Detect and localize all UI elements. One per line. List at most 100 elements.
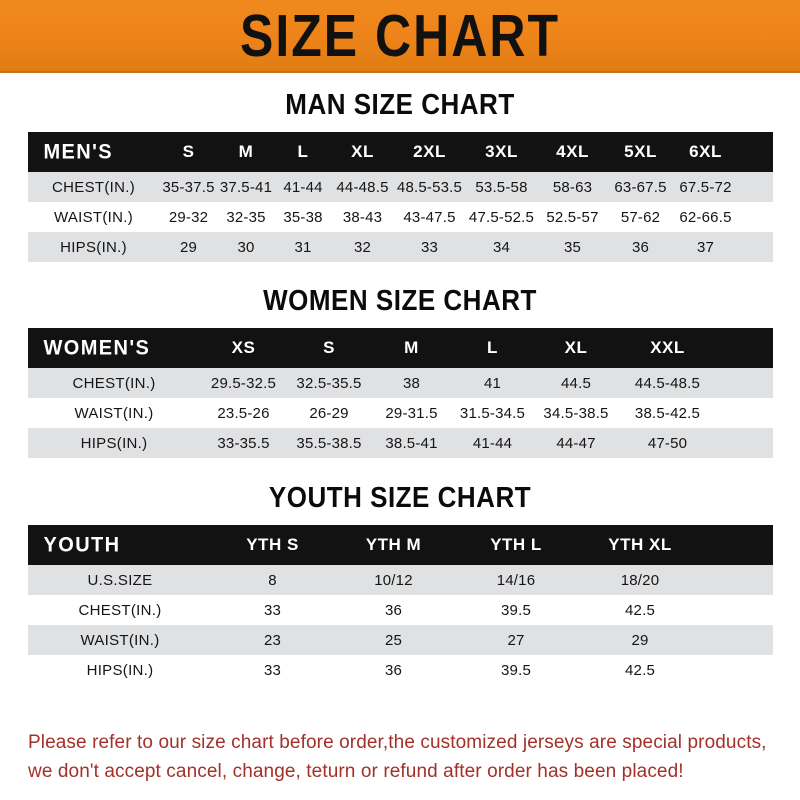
table-row: CHEST(IN.) 35-37.5 37.5-41 41-44 44-48.5 48.5… xyxy=(27,172,773,202)
table-row: CHEST(IN.) 33 36 39.5 42.5 xyxy=(27,595,773,625)
column-header-men-8: 6XL xyxy=(689,142,722,161)
cell-men-0-0: 35-37.5 xyxy=(162,178,215,196)
row-filler-men-0 xyxy=(738,172,773,202)
row-label-men-0: CHEST(IN.) xyxy=(52,178,135,196)
size-table-youth: YOUTH YTH S YTH M YTH L YTH XL U.S.SIZE 8 10/12… xyxy=(27,525,773,685)
cell-men-0-2: 41-44 xyxy=(283,178,323,196)
page-banner: SIZE CHART xyxy=(0,0,800,73)
cell-women-0-2: 38 xyxy=(402,374,421,392)
row-label-men-2: HIPS(IN.) xyxy=(60,238,127,256)
column-header-youth-1: YTH M xyxy=(365,535,422,554)
table-corner-label-women: WOMEN'S xyxy=(43,335,151,360)
row-label-women-1: WAIST(IN.) xyxy=(74,404,154,422)
table-header-row-men: MEN'S S M L XL 2XL 3XL 4XL 5XL 6XL xyxy=(27,132,773,172)
cell-men-0-7: 63-67.5 xyxy=(614,178,667,196)
column-header-women-4: XL xyxy=(564,338,588,357)
table-row: HIPS(IN.) 29 30 31 32 33 34 35 36 37 xyxy=(27,232,773,262)
cell-women-1-4: 34.5-38.5 xyxy=(543,404,609,422)
row-label-youth-1: CHEST(IN.) xyxy=(78,601,162,619)
row-label-women-0: CHEST(IN.) xyxy=(72,374,156,392)
cell-women-0-5: 44.5-48.5 xyxy=(634,374,701,392)
table-row: HIPS(IN.) 33 36 39.5 42.5 xyxy=(27,655,773,685)
cell-men-1-6: 52.5-57 xyxy=(546,208,599,226)
page-title: SIZE CHART xyxy=(240,2,560,69)
cell-youth-1-1: 36 xyxy=(384,601,403,619)
size-table-youth-body: YOUTH YTH S YTH M YTH L YTH XL U.S.SIZE 8 10/12… xyxy=(27,525,773,685)
cell-men-1-8: 62-66.5 xyxy=(679,208,732,226)
column-header-men-5: 3XL xyxy=(485,142,518,161)
cell-youth-2-2: 27 xyxy=(507,631,525,649)
cell-women-1-2: 29-31.5 xyxy=(385,404,438,422)
section-title-women: WOMEN SIZE CHART xyxy=(263,283,537,317)
column-header-men-2: L xyxy=(297,142,309,161)
cell-men-1-4: 43-47.5 xyxy=(403,208,456,226)
order-policy-note-line-1: Please refer to our size chart before or… xyxy=(28,732,767,753)
cell-women-0-1: 32.5-35.5 xyxy=(296,374,362,392)
cell-women-0-0: 29.5-32.5 xyxy=(210,374,277,392)
row-filler-women-0 xyxy=(717,368,773,398)
cell-men-0-8: 67.5-72 xyxy=(679,178,732,196)
cell-men-2-8: 37 xyxy=(696,238,715,256)
cell-men-1-7: 57-62 xyxy=(620,208,661,226)
column-header-women-3: L xyxy=(487,338,498,357)
column-header-men-1: M xyxy=(238,142,254,161)
cell-men-1-5: 47.5-52.5 xyxy=(468,208,535,226)
cell-men-2-1: 30 xyxy=(237,238,255,256)
cell-women-1-0: 23.5-26 xyxy=(217,404,270,422)
cell-men-2-6: 35 xyxy=(563,238,582,256)
cell-women-2-1: 35.5-38.5 xyxy=(296,434,362,452)
size-table-men: MEN'S S M L XL 2XL 3XL 4XL 5XL 6XL CHEST(IN.) 35-37… xyxy=(27,132,773,262)
cell-youth-0-0: 8 xyxy=(268,571,277,589)
table-row: WAIST(IN.) 23 25 27 29 xyxy=(27,625,773,655)
table-corner-label-men: MEN'S xyxy=(43,139,114,164)
cell-youth-3-1: 36 xyxy=(384,661,403,679)
row-filler-men-2 xyxy=(738,232,773,262)
row-filler-men-1 xyxy=(738,202,773,232)
table-header-row-youth: YOUTH YTH S YTH M YTH L YTH XL xyxy=(27,525,773,565)
cell-youth-0-1: 10/12 xyxy=(374,571,413,589)
cell-men-2-2: 31 xyxy=(294,238,312,256)
column-header-men-0: S xyxy=(182,142,195,161)
cell-women-1-5: 38.5-42.5 xyxy=(634,404,701,422)
column-header-women-0: XS xyxy=(231,338,256,357)
size-table-women-body: WOMEN'S XS S M L XL XXL CHEST(IN.) 29.5-32.5 32.5… xyxy=(27,328,773,458)
column-header-youth-3: YTH XL xyxy=(608,535,672,554)
row-label-youth-2: WAIST(IN.) xyxy=(80,631,160,649)
table-header-filler-youth xyxy=(703,525,773,565)
cell-men-2-0: 29 xyxy=(179,238,198,256)
cell-women-2-4: 44-47 xyxy=(556,434,596,452)
column-header-women-5: XXL xyxy=(650,338,685,357)
cell-youth-3-2: 39.5 xyxy=(501,661,531,679)
section-title-youth: YOUTH SIZE CHART xyxy=(268,480,532,514)
cell-men-0-4: 48.5-53.5 xyxy=(396,178,463,196)
row-label-men-1: WAIST(IN.) xyxy=(53,208,134,226)
size-table-men-body: MEN'S S M L XL 2XL 3XL 4XL 5XL 6XL CHEST(IN.) 35-37… xyxy=(27,132,773,262)
cell-men-0-6: 58-63 xyxy=(552,178,593,196)
row-label-women-2: HIPS(IN.) xyxy=(80,434,148,452)
cell-men-0-5: 53.5-58 xyxy=(475,178,528,196)
cell-youth-0-2: 14/16 xyxy=(496,571,536,589)
cell-women-2-0: 33-35.5 xyxy=(217,434,270,452)
cell-women-2-5: 47-50 xyxy=(647,434,688,452)
table-header-filler-men xyxy=(738,132,773,172)
row-filler-youth-1 xyxy=(703,595,773,625)
table-row: HIPS(IN.) 33-35.5 35.5-38.5 38.5-41 41-44 44-… xyxy=(27,428,773,458)
row-filler-youth-3 xyxy=(703,655,773,685)
cell-women-2-2: 38.5-41 xyxy=(385,434,438,452)
column-header-women-1: S xyxy=(323,338,335,357)
row-label-youth-3: HIPS(IN.) xyxy=(86,661,154,679)
column-header-women-2: M xyxy=(404,338,419,357)
cell-youth-1-2: 39.5 xyxy=(501,601,531,619)
table-corner-label-youth: YOUTH xyxy=(43,532,121,557)
table-row: WAIST(IN.) 23.5-26 26-29 29-31.5 31.5-34.5 34… xyxy=(27,398,773,428)
cell-men-2-5: 34 xyxy=(492,238,511,256)
cell-women-0-4: 44.5 xyxy=(561,374,591,392)
cell-women-1-1: 26-29 xyxy=(309,404,349,422)
cell-youth-2-3: 29 xyxy=(631,631,649,649)
column-header-youth-0: YTH S xyxy=(246,535,299,554)
table-header-row-women: WOMEN'S XS S M L XL XXL xyxy=(27,328,773,368)
section-title-man: MAN SIZE CHART xyxy=(285,87,515,121)
order-policy-note-line-2: we don't accept cancel, change, teturn o… xyxy=(28,761,684,783)
column-header-men-3: XL xyxy=(351,142,374,161)
row-filler-youth-2 xyxy=(703,625,773,655)
